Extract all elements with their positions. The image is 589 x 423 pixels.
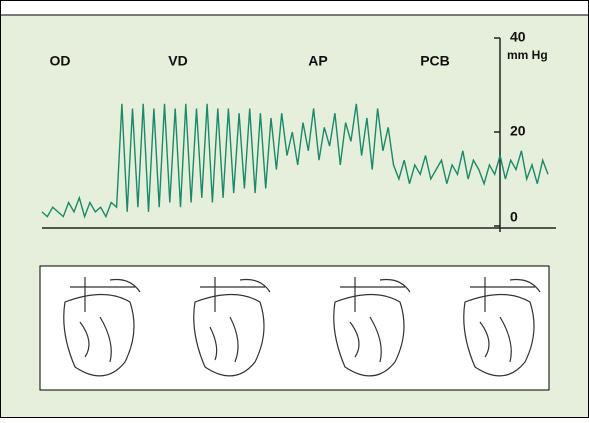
phase-label: AP bbox=[308, 53, 327, 69]
phase-label: OD bbox=[50, 53, 71, 69]
top-strip bbox=[1, 1, 588, 15]
y-tick-label: 20 bbox=[510, 123, 526, 139]
y-axis-label: mm Hg bbox=[507, 48, 548, 62]
y-tick-label: 40 bbox=[510, 29, 526, 45]
phase-label: VD bbox=[168, 53, 187, 69]
phase-label: PCB bbox=[420, 53, 450, 69]
heart-panel bbox=[39, 265, 550, 391]
y-tick-label: 0 bbox=[510, 209, 518, 225]
panel bbox=[39, 265, 550, 391]
line bbox=[41, 103, 549, 219]
